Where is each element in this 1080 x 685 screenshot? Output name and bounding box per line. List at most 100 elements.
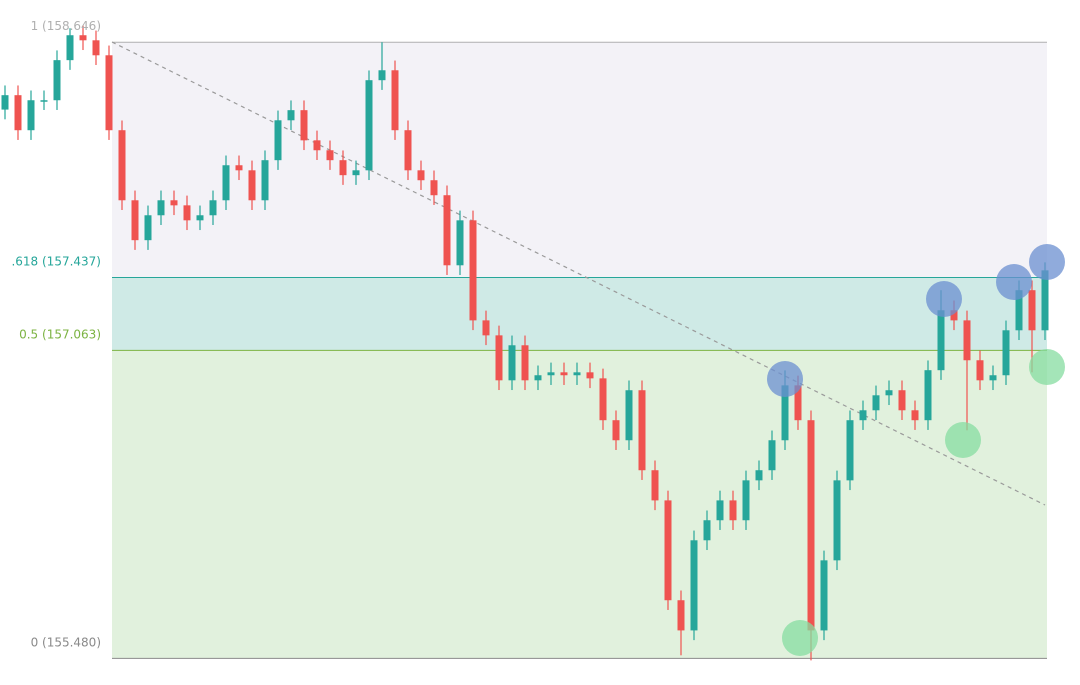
candle-body bbox=[1, 95, 9, 110]
candle-body bbox=[625, 390, 633, 441]
candle-body bbox=[40, 100, 48, 102]
candle-body bbox=[495, 335, 503, 381]
trend-line bbox=[111, 41, 1046, 506]
candle-body bbox=[963, 320, 971, 361]
high-marker bbox=[996, 264, 1032, 300]
candle-body bbox=[443, 195, 451, 266]
fib-zone bbox=[112, 350, 1047, 659]
candle-body bbox=[729, 500, 737, 521]
candle-body bbox=[66, 35, 74, 61]
candle-body bbox=[456, 220, 464, 266]
candle-body bbox=[92, 40, 100, 56]
candle-body bbox=[924, 370, 932, 421]
candle-body bbox=[612, 420, 620, 441]
candle-body bbox=[742, 480, 750, 521]
candle-body bbox=[560, 372, 568, 376]
candle-body bbox=[547, 372, 555, 376]
swing-markers bbox=[767, 244, 1065, 656]
candle-body bbox=[833, 480, 841, 561]
candle-body bbox=[235, 165, 243, 171]
candle-body bbox=[209, 200, 217, 216]
candle-body bbox=[820, 560, 828, 631]
candle-body bbox=[1002, 330, 1010, 376]
candle-body bbox=[664, 500, 672, 601]
candle-body bbox=[898, 390, 906, 411]
candle-body bbox=[781, 385, 789, 441]
candle-body bbox=[807, 420, 815, 631]
candle-body bbox=[794, 385, 802, 421]
fib-zone bbox=[112, 42, 1047, 278]
candle-body bbox=[248, 170, 256, 201]
candle-body bbox=[846, 420, 854, 481]
candle-body bbox=[196, 215, 204, 221]
candle-body bbox=[638, 390, 646, 471]
candle-body bbox=[378, 70, 386, 81]
candle-body bbox=[300, 110, 308, 141]
candle-body bbox=[573, 372, 581, 376]
candle-body bbox=[261, 160, 269, 201]
candle-body bbox=[976, 360, 984, 381]
candle-body bbox=[313, 140, 321, 151]
fib-label: 0 (155.480) bbox=[31, 635, 101, 649]
candle-body bbox=[521, 345, 529, 381]
low-marker bbox=[1029, 349, 1065, 385]
candle-body bbox=[287, 110, 295, 121]
low-marker bbox=[945, 422, 981, 458]
candle-body bbox=[508, 345, 516, 381]
candle-body bbox=[859, 410, 867, 421]
candle-body bbox=[599, 378, 607, 421]
candle-body bbox=[677, 600, 685, 631]
candle-body bbox=[157, 200, 165, 216]
candle-body bbox=[274, 120, 282, 161]
candle-body bbox=[482, 320, 490, 336]
candle-body bbox=[937, 310, 945, 371]
fib-zone bbox=[112, 277, 1047, 351]
candle-body bbox=[755, 470, 763, 481]
candle-body bbox=[14, 95, 22, 131]
candle-body bbox=[872, 395, 880, 411]
candle-body bbox=[105, 55, 113, 131]
candle-body bbox=[118, 130, 126, 201]
candle-body bbox=[885, 390, 893, 396]
candle-body bbox=[690, 540, 698, 631]
high-marker bbox=[767, 361, 803, 397]
candle-body bbox=[950, 310, 958, 321]
candle-body bbox=[391, 70, 399, 131]
candle-body bbox=[170, 200, 178, 206]
fib-labels: 1 (158.646) .618 (157.437) 0.5 (157.063) 0 … bbox=[11, 19, 101, 649]
candle-body bbox=[651, 470, 659, 501]
candles bbox=[1, 25, 1049, 661]
candle-body bbox=[131, 200, 139, 241]
candle-body bbox=[1041, 270, 1049, 331]
candle-body bbox=[716, 500, 724, 521]
candle-body bbox=[768, 440, 776, 471]
candle-body bbox=[534, 375, 542, 381]
high-marker bbox=[1029, 244, 1065, 280]
candle-body bbox=[352, 170, 360, 176]
candle-body bbox=[911, 410, 919, 421]
candle-body bbox=[27, 100, 35, 131]
candle-body bbox=[989, 375, 997, 381]
candle-body bbox=[144, 215, 152, 241]
low-marker bbox=[782, 620, 818, 656]
candle-body bbox=[586, 372, 594, 379]
fib-label: 1 (158.646) bbox=[31, 19, 101, 33]
candle-body bbox=[339, 160, 347, 176]
candle-body bbox=[53, 60, 61, 101]
fib-label: 0.5 (157.063) bbox=[19, 327, 101, 341]
candle-body bbox=[365, 80, 373, 171]
candle-body bbox=[183, 205, 191, 221]
candle-body bbox=[79, 35, 87, 41]
candle-body bbox=[326, 150, 334, 161]
candle-body bbox=[222, 165, 230, 201]
candle-body bbox=[430, 180, 438, 196]
candle-body bbox=[703, 520, 711, 541]
candle-body bbox=[1015, 290, 1023, 331]
candle-body bbox=[404, 130, 412, 171]
fib-zones bbox=[112, 41, 1047, 659]
candle-body bbox=[417, 170, 425, 181]
high-marker bbox=[926, 281, 962, 317]
candle-body bbox=[1028, 290, 1036, 331]
fib-label: .618 (157.437) bbox=[11, 255, 101, 269]
